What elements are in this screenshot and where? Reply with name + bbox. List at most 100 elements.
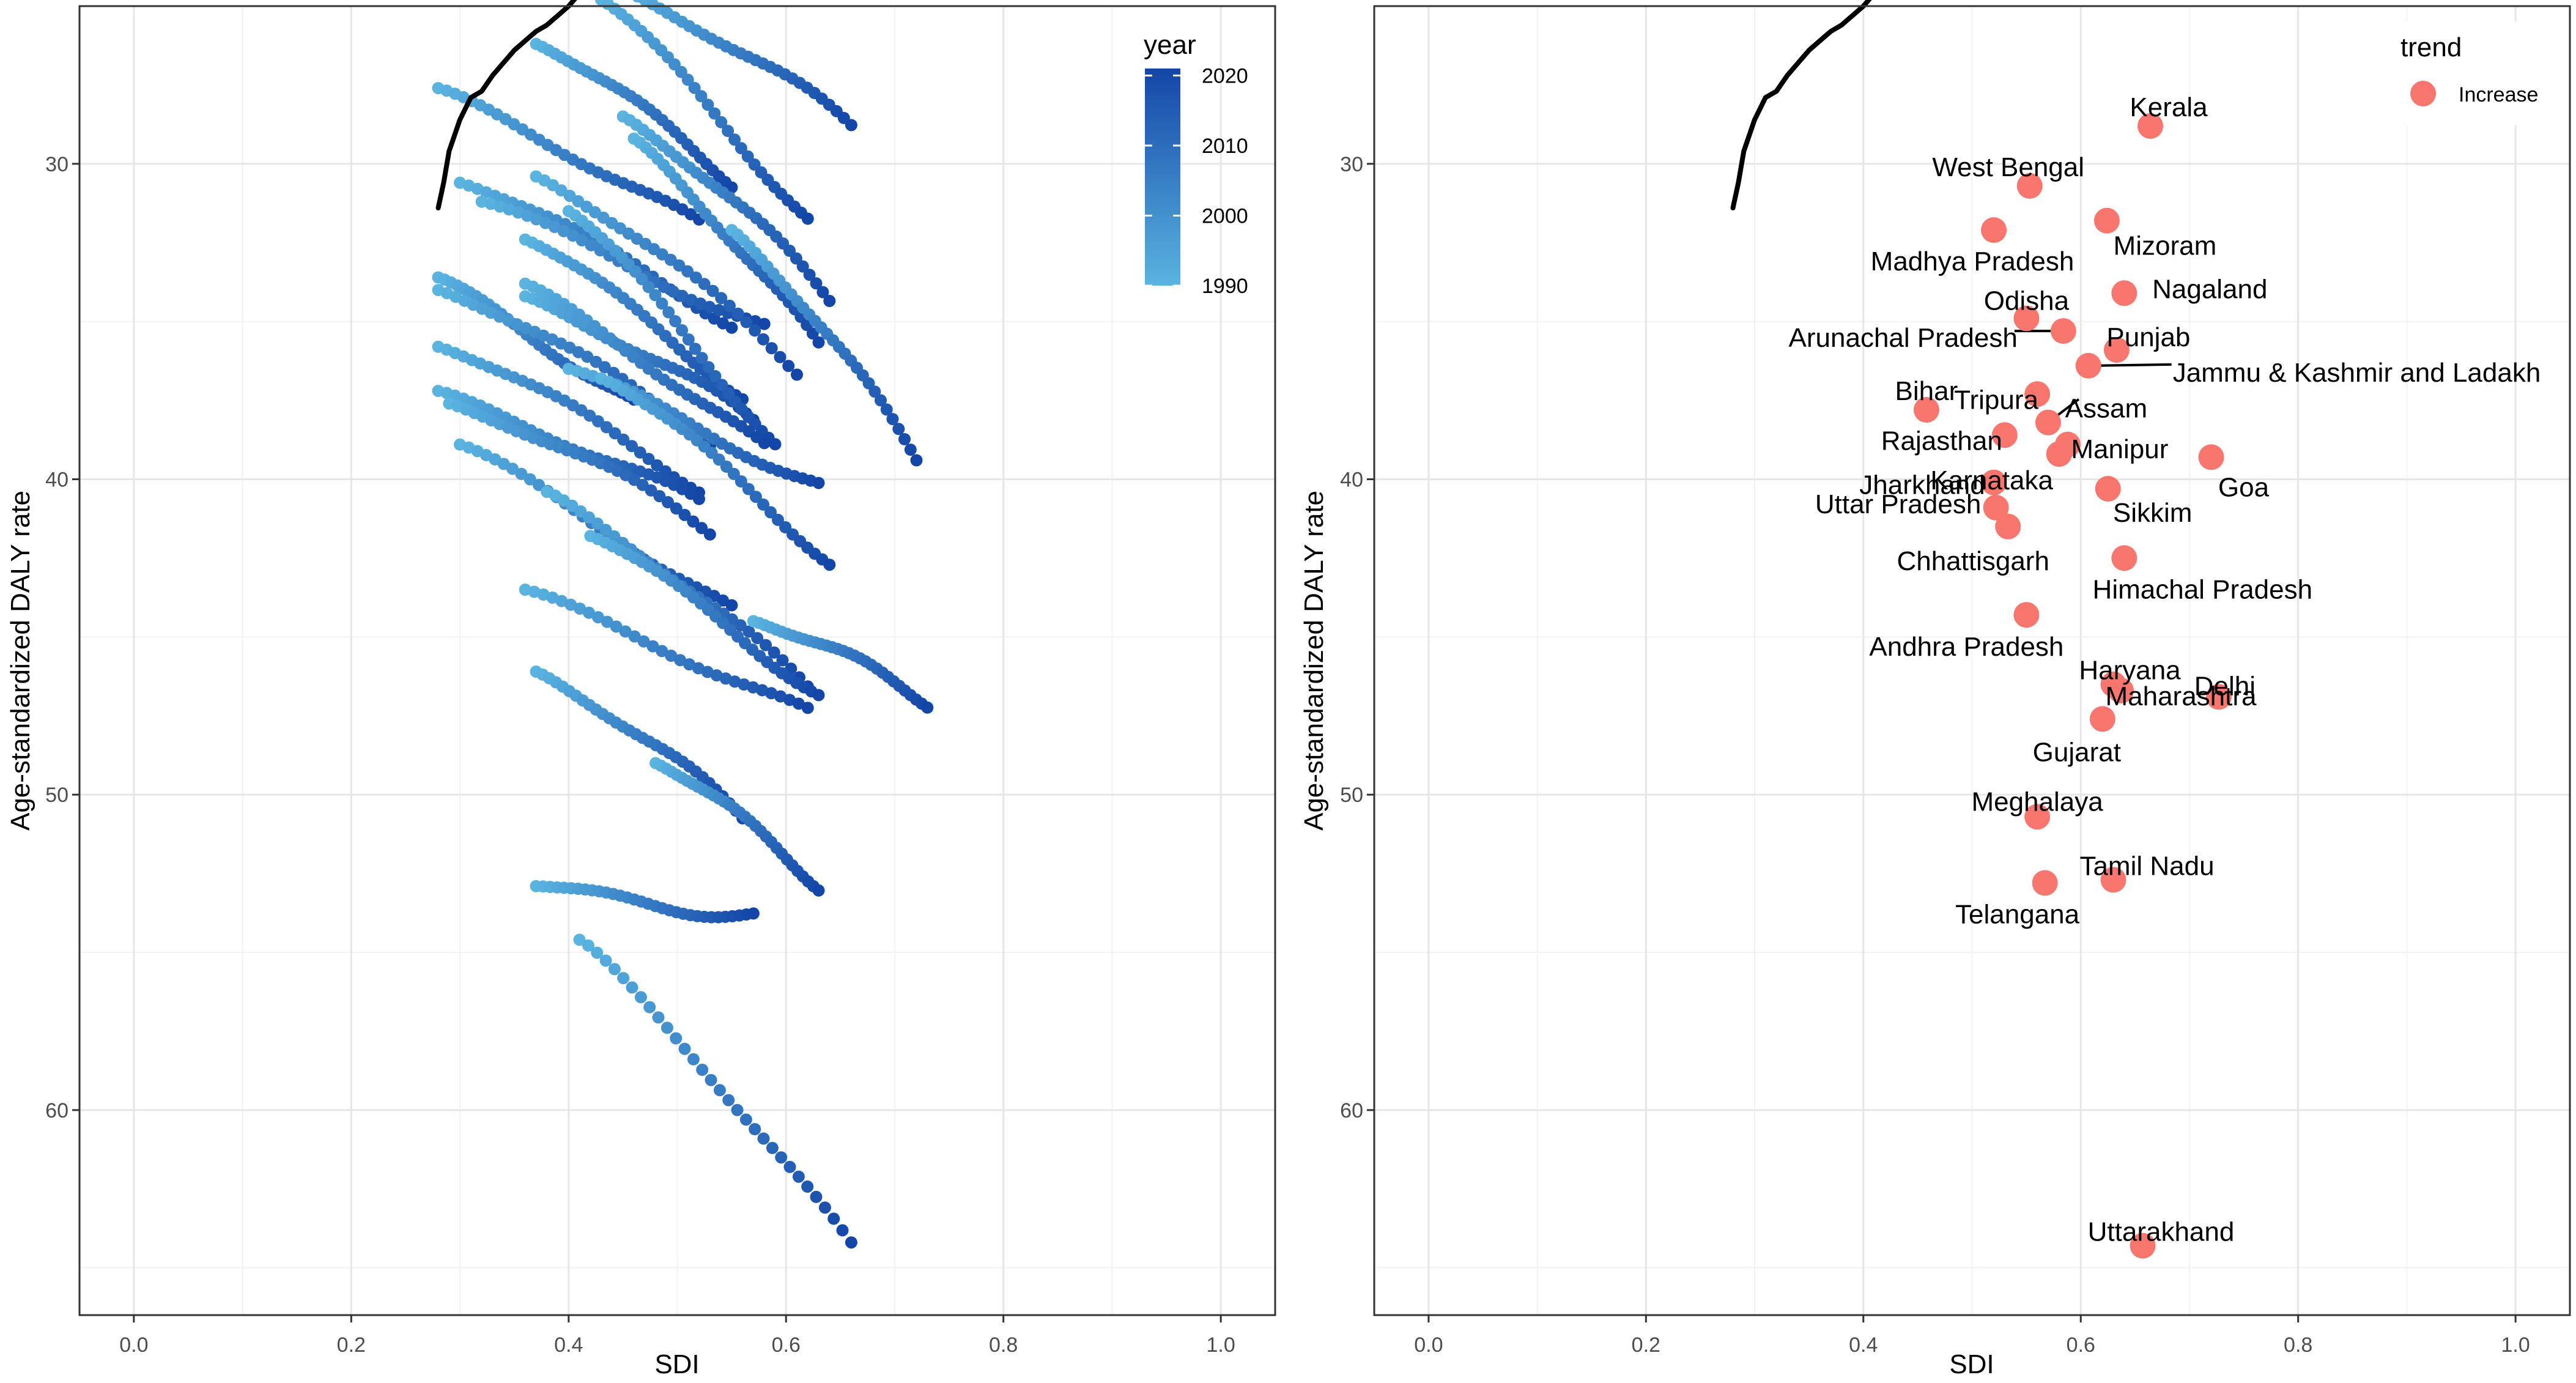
state-label: Jharkhand xyxy=(1859,470,1985,500)
state-label: Andhra Pradesh xyxy=(1869,632,2063,662)
state-point-west-bengal xyxy=(2016,172,2043,199)
year-point xyxy=(904,443,917,456)
year-point xyxy=(524,473,536,486)
year-point xyxy=(519,584,531,596)
year-point xyxy=(610,620,623,633)
year-point xyxy=(601,615,613,628)
year-point xyxy=(600,421,613,434)
year-point xyxy=(742,625,755,638)
state-label: Manipur xyxy=(2071,434,2168,464)
year-point xyxy=(670,1032,683,1045)
right-chart: Kerala West Bengal Mizoram Madhya Pradesh Na… xyxy=(1299,0,2571,1379)
year-point xyxy=(728,133,741,146)
year-legend-title: year xyxy=(1144,30,1196,60)
right-x-tick-label: 0.6 xyxy=(2067,1333,2095,1357)
year-point xyxy=(757,1132,770,1145)
year-point xyxy=(741,150,754,163)
trajectory-goa xyxy=(725,224,923,467)
state-point-telangana xyxy=(2032,870,2058,896)
year-point xyxy=(687,515,700,528)
left-y-tick-label: 60 xyxy=(45,1099,68,1122)
year-point xyxy=(758,317,771,330)
year-point xyxy=(760,639,772,651)
year-point xyxy=(792,697,805,710)
year-point xyxy=(749,1123,761,1135)
state-label: Uttarakhand xyxy=(2088,1217,2235,1247)
state-point-madhya-pradesh xyxy=(1981,217,2007,243)
state-point-mizoram xyxy=(2093,207,2120,234)
year-point xyxy=(898,433,911,445)
year-point xyxy=(836,1224,849,1237)
year-point xyxy=(823,295,836,307)
state-point-sikkim xyxy=(2095,476,2121,502)
year-point xyxy=(765,342,778,355)
year-point xyxy=(812,689,825,702)
state-point-punjab xyxy=(2103,337,2130,363)
year-point xyxy=(722,125,735,137)
year-point xyxy=(676,289,689,302)
state-point-kerala xyxy=(2137,113,2163,139)
year-point xyxy=(910,454,923,467)
year-point xyxy=(827,1212,840,1225)
year-point xyxy=(634,446,646,459)
trajectory-himachal-pradesh xyxy=(595,372,836,571)
state-label: Mizoram xyxy=(2114,231,2217,261)
year-point xyxy=(751,632,764,645)
year-point xyxy=(716,379,728,391)
year-point xyxy=(735,142,747,155)
state-point-nagaland xyxy=(2111,280,2137,306)
state-label: Punjab xyxy=(2106,322,2190,352)
left-x-tick-label: 0.4 xyxy=(554,1333,583,1357)
right-x-axis-ticks: 0.0 0.2 0.4 0.6 0.8 1.0 xyxy=(1414,1315,2530,1357)
right-state-points xyxy=(1913,113,2232,1259)
year-point xyxy=(765,687,778,700)
year-point xyxy=(695,522,708,535)
left-gridlines xyxy=(80,6,1275,1315)
year-point xyxy=(698,278,711,291)
year-point xyxy=(775,1151,788,1164)
year-point xyxy=(725,599,738,612)
year-point xyxy=(702,361,715,374)
year-point xyxy=(626,440,638,453)
year-point xyxy=(643,1001,656,1014)
year-point xyxy=(722,1094,735,1107)
year-point xyxy=(576,234,588,247)
year-point xyxy=(599,954,612,967)
year-point xyxy=(806,327,819,340)
state-label: Sikkim xyxy=(2113,498,2193,528)
year-point xyxy=(681,73,694,86)
state-label: Assam xyxy=(2065,394,2147,424)
year-point xyxy=(688,81,701,94)
year-point xyxy=(812,884,825,897)
state-label: Maharashtra xyxy=(2105,681,2257,711)
year-point xyxy=(880,403,893,416)
state-point-delhi xyxy=(2205,684,2232,710)
year-point xyxy=(776,654,789,667)
year-point xyxy=(693,492,705,505)
year-point xyxy=(667,285,679,298)
trajectory-jammu-kashmir-and-ladakh xyxy=(530,170,803,381)
year-point xyxy=(709,370,722,382)
year-point xyxy=(739,1113,752,1126)
right-y-tick-label: 40 xyxy=(1340,468,1363,491)
state-label: Tamil Nadu xyxy=(2079,851,2214,881)
year-point xyxy=(656,297,668,310)
state-point-tamil-nadu xyxy=(2100,867,2126,893)
year-point xyxy=(731,1103,744,1116)
year-legend-label: 1990 xyxy=(1202,275,1248,298)
year-point xyxy=(757,498,769,511)
year-point xyxy=(670,502,683,515)
state-point-goa xyxy=(2198,444,2224,470)
state-label: West Bengal xyxy=(1932,152,2084,182)
year-point xyxy=(875,394,887,407)
state-point-tripura xyxy=(2024,381,2051,407)
year-point xyxy=(566,229,579,242)
state-point-odisha xyxy=(2013,305,2040,332)
left-chart: 0.0 0.2 0.4 0.6 0.8 1.0 30 40 50 60 SDI Age-stan… xyxy=(6,0,1276,1379)
trajectory-jharkhand xyxy=(432,340,705,499)
year-point xyxy=(678,1042,691,1055)
left-x-tick-label: 0.6 xyxy=(772,1333,801,1357)
trajectory-sikkim xyxy=(562,363,825,489)
year-point xyxy=(921,701,934,714)
year-point xyxy=(706,284,719,297)
